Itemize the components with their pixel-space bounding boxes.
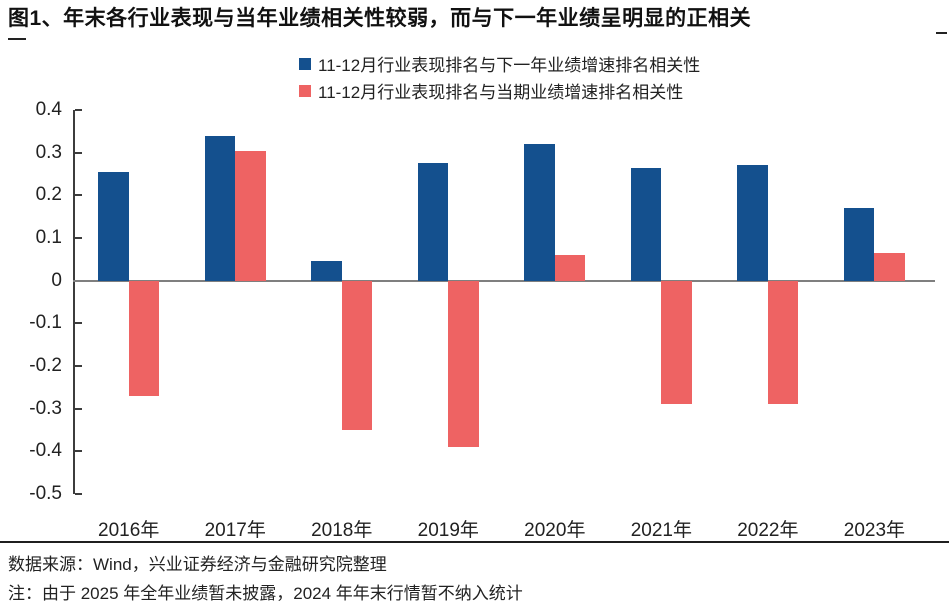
y-axis-tick (75, 194, 82, 197)
y-axis-tick-label: 0.4 (35, 99, 62, 120)
y-axis-tick (75, 450, 82, 453)
x-axis-label: 2022年 (737, 520, 799, 541)
legend-label-current-year: 11-12月行业表现排名与当期业绩增速排名相关性 (318, 83, 684, 102)
bar-current-year-2020年 (554, 255, 586, 281)
y-axis-tick-label: 0.1 (35, 227, 62, 248)
bar-next-year-2020年 (524, 144, 555, 281)
y-axis-tick-label: -0.5 (29, 483, 62, 504)
x-axis-label: 2017年 (204, 520, 266, 541)
bottom-divider (0, 541, 949, 543)
bar-next-year-2022年 (737, 165, 768, 281)
y-axis-tick (75, 322, 82, 325)
y-axis-tick (75, 237, 82, 239)
bar-current-year-2017年 (235, 150, 266, 281)
x-axis-label: 2021年 (630, 520, 692, 541)
y-axis-tick-label: -0.2 (29, 355, 62, 376)
y-axis-line (73, 110, 75, 494)
bar-current-year-2016年 (128, 280, 160, 396)
legend-swatch-next-year (299, 57, 311, 70)
y-axis-tick (75, 109, 82, 111)
y-axis-tick-label: 0.2 (35, 184, 62, 206)
bar-next-year-2023年 (843, 208, 875, 281)
x-axis-label: 2019年 (417, 520, 479, 541)
frame-corner-dash-left (8, 38, 26, 40)
x-axis-label: 2020年 (524, 520, 586, 541)
y-axis-tick-label: 0 (51, 269, 62, 291)
y-axis-tick (75, 407, 82, 410)
y-axis-tick-label: 0.3 (35, 141, 62, 163)
legend-label-next-year: 11-12月行业表现排名与下一年业绩增速排名相关性 (318, 56, 701, 75)
x-axis-label: 2018年 (311, 520, 373, 541)
bar-current-year-2021年 (661, 280, 692, 405)
legend-item-current-year: 11-12月行业表现排名与当期业绩增速排名相关性 (299, 77, 700, 104)
bar-next-year-2018年 (311, 261, 342, 281)
bar-next-year-2017年 (204, 135, 236, 281)
y-axis-tick-label: -0.4 (29, 440, 62, 462)
bar-current-year-2019年 (448, 280, 479, 448)
y-axis-tick (75, 365, 82, 367)
bar-next-year-2016年 (98, 171, 129, 281)
y-axis-tick-label: -0.1 (29, 312, 62, 334)
footnote-text: 注：由于 2025 年全年业绩暂未披露，2024 年年末行情暂不纳入统计 (8, 584, 523, 603)
bar-next-year-2021年 (630, 167, 662, 281)
x-axis-label: 2016年 (98, 520, 160, 541)
figure-title: 图1、年末各行业表现与当年业绩相关性较弱，而与下一年业绩呈明显的正相关 (8, 7, 752, 30)
data-source-text: 数据来源：Wind，兴业证券经济与金融研究院整理 (8, 555, 387, 574)
y-axis-tick-label: -0.3 (29, 397, 62, 419)
bar-current-year-2022年 (767, 280, 799, 405)
legend-item-next-year: 11-12月行业表现排名与下一年业绩增速排名相关性 (299, 50, 700, 77)
x-axis-label: 2023年 (843, 520, 906, 541)
bar-next-year-2019年 (417, 163, 449, 281)
y-axis-tick (75, 493, 82, 495)
zero-axis-line (73, 279, 935, 282)
bar-current-year-2023年 (874, 252, 905, 281)
y-axis-tick (75, 151, 82, 154)
chart-legend: 11-12月行业表现排名与下一年业绩增速排名相关性 11-12月行业表现排名与当… (299, 50, 700, 104)
frame-corner-dash-right (936, 32, 947, 34)
legend-swatch-current-year (299, 84, 311, 97)
bar-current-year-2018年 (341, 280, 373, 430)
